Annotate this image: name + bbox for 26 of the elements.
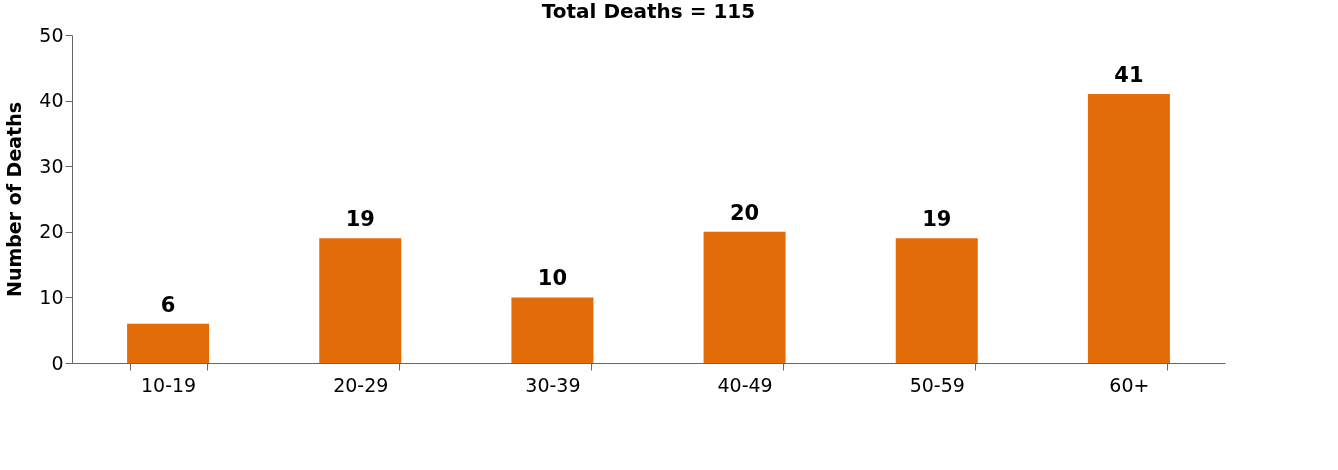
data-label: 6 bbox=[160, 292, 176, 317]
x-tick-label: 30-39 bbox=[525, 373, 581, 396]
data-label: 10 bbox=[537, 266, 568, 291]
bar bbox=[703, 231, 786, 363]
bar bbox=[127, 323, 210, 363]
y-axis-title: Number of Deaths bbox=[3, 101, 26, 298]
y-tick-label: 10 bbox=[39, 285, 64, 308]
y-tick-label: 20 bbox=[39, 220, 64, 243]
data-label: 41 bbox=[1114, 63, 1144, 88]
bar bbox=[319, 238, 402, 363]
data-label: 19 bbox=[345, 207, 375, 232]
y-tick-label: 0 bbox=[51, 351, 64, 374]
x-tick-label: 60+ bbox=[1109, 373, 1150, 396]
data-label: 20 bbox=[729, 200, 760, 225]
data-label: 19 bbox=[922, 207, 952, 232]
x-tick-label: 50-59 bbox=[909, 373, 965, 396]
y-tick-label: 50 bbox=[39, 23, 64, 46]
y-tick-label: 30 bbox=[39, 154, 64, 177]
x-tick-label: 10-19 bbox=[140, 373, 197, 396]
chart-title: Total Deaths = 115 bbox=[541, 0, 756, 23]
x-tick-label: 40-49 bbox=[717, 373, 773, 396]
x-tick-label: 20-29 bbox=[333, 373, 389, 396]
y-tick-label: 40 bbox=[39, 89, 64, 112]
bar bbox=[1087, 94, 1170, 363]
bar bbox=[511, 297, 594, 363]
bar bbox=[895, 238, 978, 363]
